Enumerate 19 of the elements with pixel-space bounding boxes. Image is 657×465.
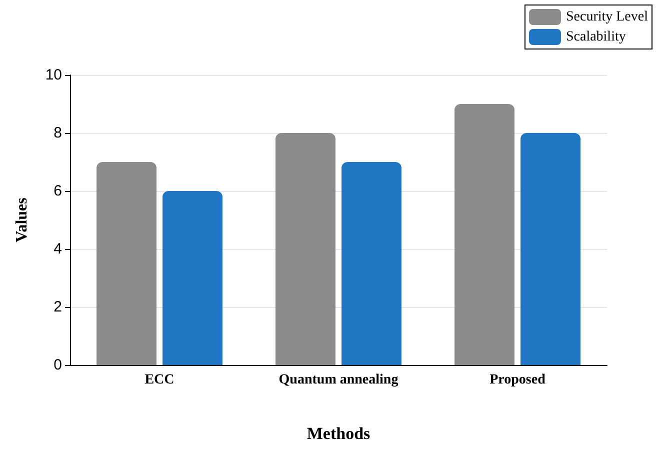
legend-label: Scalability: [566, 30, 626, 44]
bar: [162, 191, 222, 365]
bar: [454, 104, 514, 365]
y-tick-label: 10: [45, 66, 62, 84]
x-tick-label: Quantum annealing: [278, 372, 398, 388]
y-tick-label: 6: [54, 182, 62, 200]
y-tick-label: 4: [54, 240, 62, 258]
x-tick-label: Proposed: [490, 372, 546, 388]
x-tick-label: ECC: [144, 372, 174, 388]
y-axis-title: Values: [14, 198, 30, 242]
y-tick-label: 2: [54, 298, 62, 316]
x-axis-title: Methods: [306, 424, 371, 443]
y-tick-label: 0: [54, 356, 62, 374]
bar: [520, 133, 580, 365]
y-tick-label: 8: [54, 124, 62, 142]
legend-label: Security Level: [566, 10, 648, 24]
bar: [96, 162, 156, 365]
bar: [342, 162, 402, 365]
bar: [276, 133, 336, 365]
